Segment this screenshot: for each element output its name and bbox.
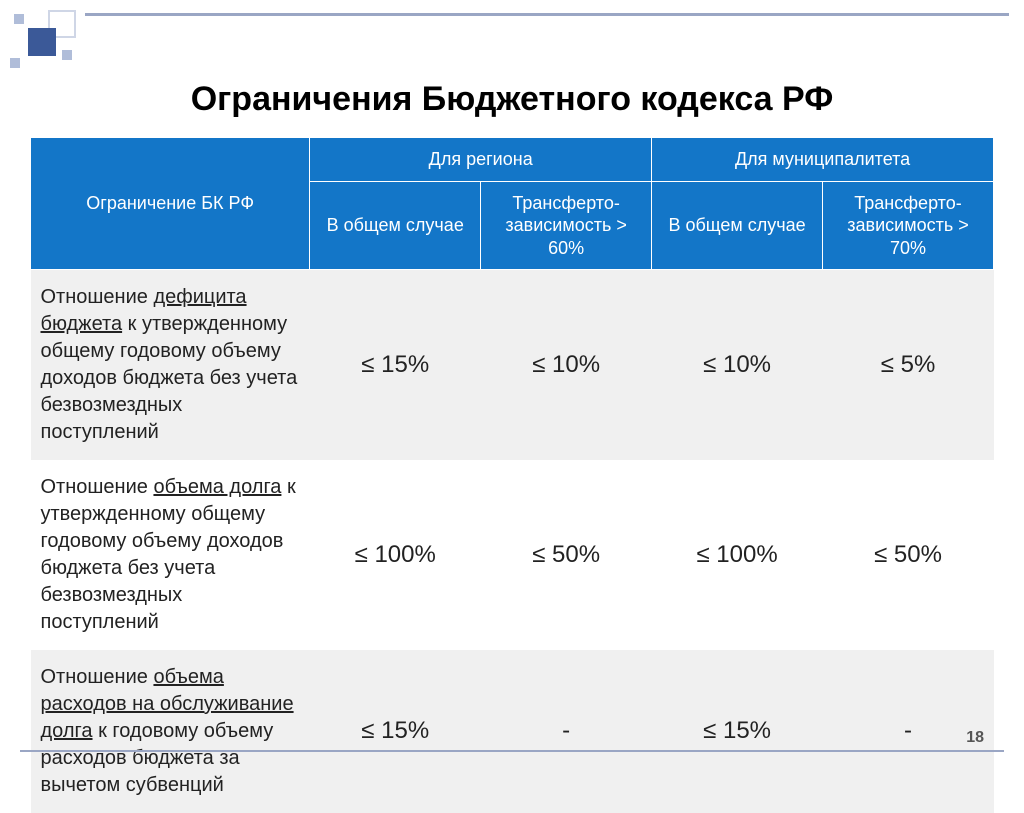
th-group-region: Для региона [310,138,652,182]
cell-value: ≤ 50% [823,460,994,650]
cell-value: ≤ 50% [481,460,652,650]
th-row-label: Ограничение БК РФ [31,138,310,270]
row-label: Отношение дефицита бюджета к утвержденно… [31,270,310,461]
corner-decoration [10,10,80,80]
slide-title: Ограничения Бюджетного кодекса РФ [30,80,994,119]
cell-value: - [481,650,652,813]
th-region-transfer: Трансферто-зависимость > 60% [481,181,652,270]
top-rule [85,13,1009,16]
th-muni-transfer: Трансферто-зависимость > 70% [823,181,994,270]
cell-value: ≤ 100% [310,460,481,650]
th-region-general: В общем случае [310,181,481,270]
cell-value: ≤ 15% [310,270,481,461]
page-number: 18 [966,729,984,747]
row-label: Отношение объема расходов на обслуживани… [31,650,310,813]
cell-value: ≤ 15% [652,650,823,813]
cell-value: ≤ 100% [652,460,823,650]
th-muni-general: В общем случае [652,181,823,270]
table-row: Отношение дефицита бюджета к утвержденно… [31,270,994,461]
row-label: Отношение объема долга к утвержденному о… [31,460,310,650]
cell-value: ≤ 10% [481,270,652,461]
limits-table: Ограничение БК РФ Для региона Для муници… [30,137,994,813]
bottom-rule [20,750,1004,752]
cell-value: ≤ 15% [310,650,481,813]
cell-value: ≤ 10% [652,270,823,461]
th-group-muni: Для муниципалитета [652,138,994,182]
table-row: Отношение объема расходов на обслуживани… [31,650,994,813]
cell-value: ≤ 5% [823,270,994,461]
table-row: Отношение объема долга к утвержденному о… [31,460,994,650]
